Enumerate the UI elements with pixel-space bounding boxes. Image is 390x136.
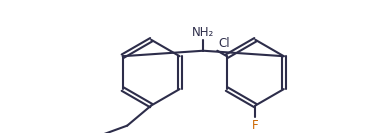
Text: F: F <box>252 119 259 132</box>
Text: Cl: Cl <box>218 37 230 50</box>
Text: NH₂: NH₂ <box>192 26 215 39</box>
